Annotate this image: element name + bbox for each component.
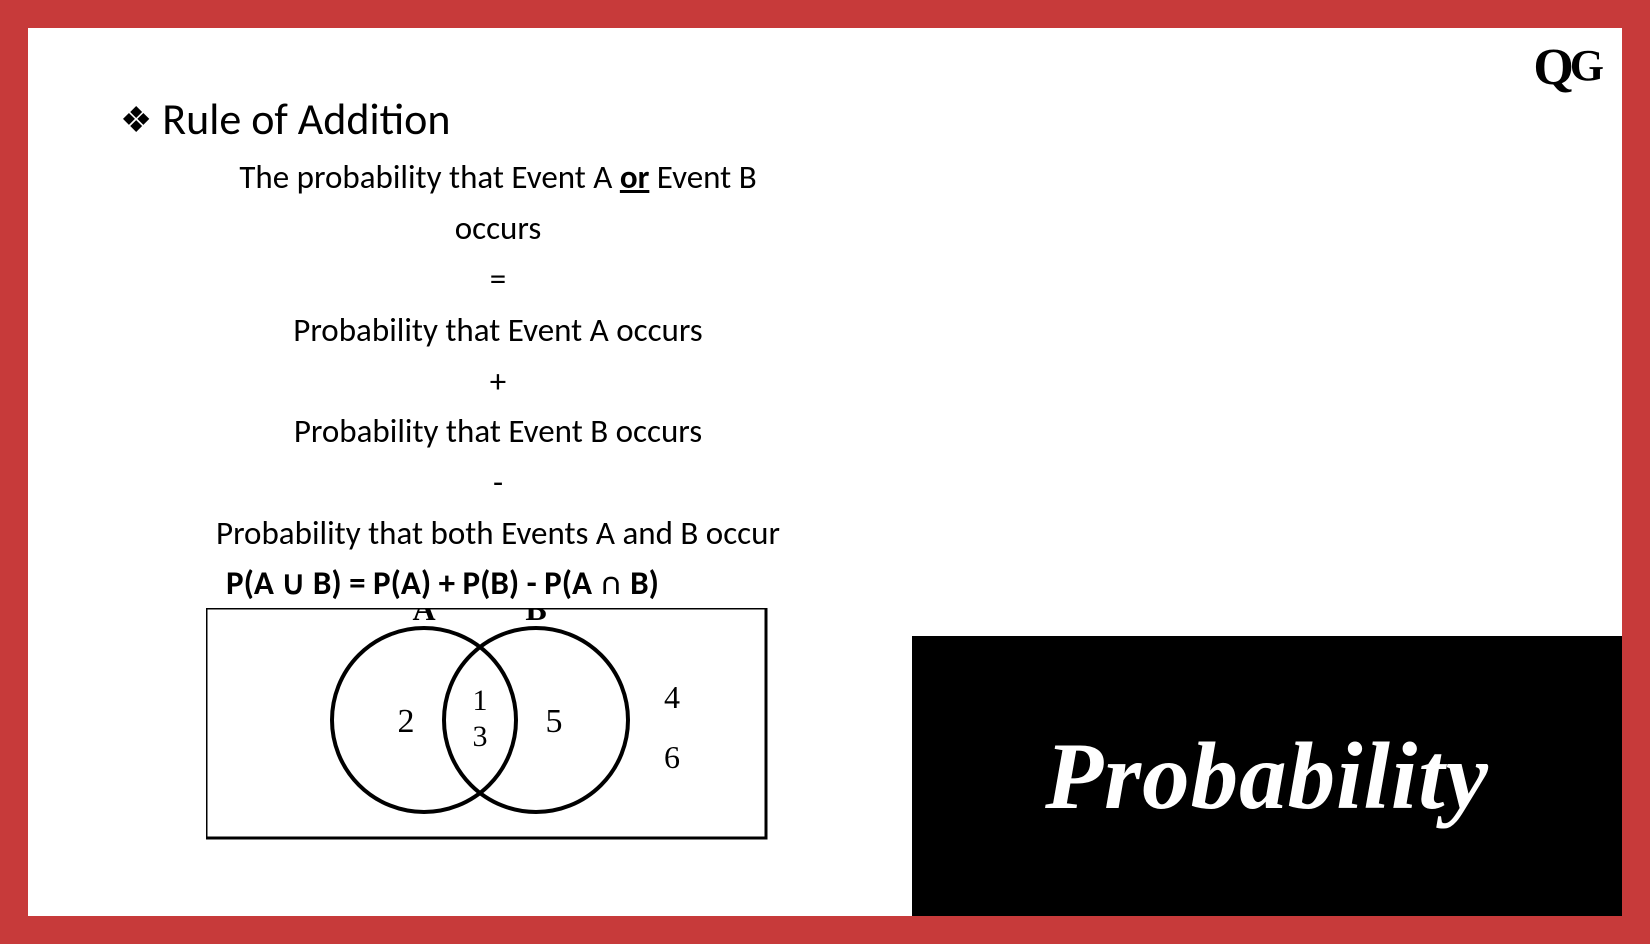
- venn-circle-a: [332, 628, 516, 812]
- venn-value-outside-1: 4: [664, 679, 680, 715]
- explanation-line-3: =: [178, 258, 818, 301]
- explanation-line-1: The probability that Event A or Event B: [178, 156, 818, 199]
- explanation-line-2: occurs: [178, 207, 818, 250]
- heading-text: Rule of Addition: [162, 92, 450, 146]
- venn-value-intersection-1: 1: [473, 684, 488, 717]
- venn-value-only-a: 2: [398, 703, 415, 740]
- footer-label-box: Probability: [912, 636, 1622, 916]
- explanation-line-4: Probability that Event A occurs: [178, 309, 818, 352]
- logo-q: Q: [1533, 39, 1569, 96]
- venn-value-outside-2: 6: [664, 739, 680, 775]
- venn-value-intersection-2: 3: [473, 720, 488, 753]
- line1-post: Event B: [649, 157, 756, 197]
- venn-label-b: B: [525, 608, 546, 627]
- explanation-block: The probability that Event A or Event B …: [178, 156, 818, 563]
- footer-label-text: Probability: [1045, 721, 1489, 831]
- venn-label-a: A: [412, 608, 435, 627]
- line1-pre: The probability that Event A: [239, 157, 620, 197]
- explanation-line-8: Probability that both Events A and B occ…: [178, 512, 818, 555]
- line1-or: or: [620, 157, 649, 197]
- heading-bullet-icon: ❖: [120, 99, 152, 140]
- brand-logo: QG: [1533, 38, 1600, 97]
- explanation-line-5: +: [178, 360, 818, 403]
- venn-value-only-b: 5: [546, 703, 563, 740]
- logo-g: G: [1570, 41, 1600, 90]
- venn-svg: A B 2 13 5 4 6: [206, 608, 774, 928]
- slide-heading: ❖Rule of Addition: [120, 92, 450, 146]
- formula-text: P(A ∪ B) = P(A) + P(B) - P(A ∩ B): [226, 563, 659, 603]
- explanation-line-7: -: [178, 461, 818, 504]
- explanation-line-6: Probability that Event B occurs: [178, 410, 818, 453]
- slide-canvas: QG ❖Rule of Addition The probability tha…: [28, 28, 1622, 916]
- venn-diagram: A B 2 13 5 4 6: [206, 608, 774, 928]
